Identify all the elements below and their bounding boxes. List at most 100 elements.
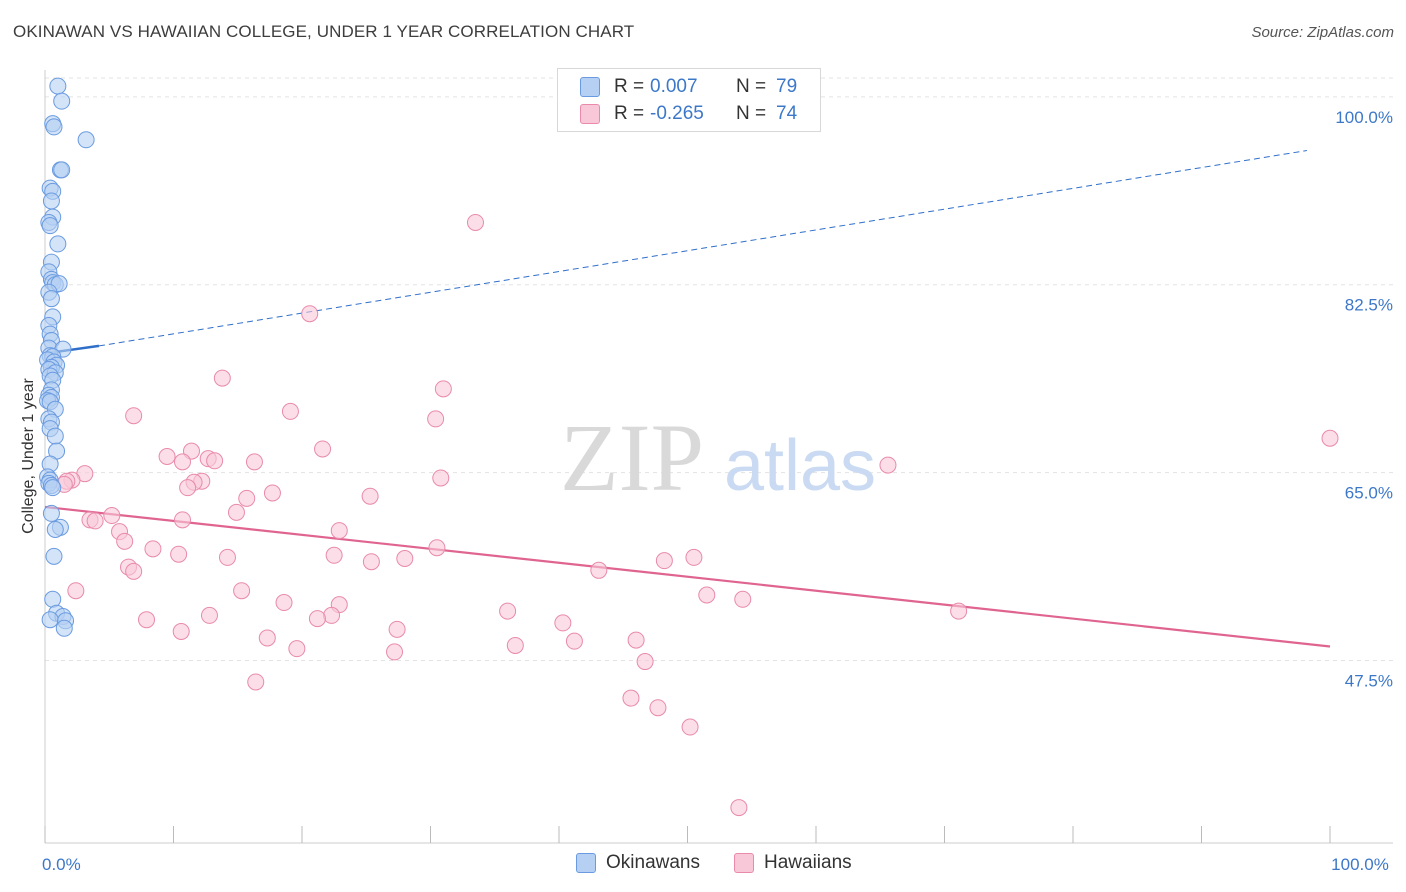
correlation-legend: R = 0.007 N = 79 R = -0.265 N = 74 [557,68,821,132]
okinawans-point [45,118,63,136]
hawaiians-point [247,673,265,691]
hawaiians-point [627,631,645,649]
hawaiians-point [330,522,348,540]
hawaiians-point [950,602,968,620]
okinawans-point [46,427,64,445]
hawaiians-point [554,614,572,632]
trend-lines [44,150,1331,648]
okinawans-point [44,590,62,608]
grid-lines [45,77,1393,661]
legend-r-value: -0.265 [650,103,704,124]
hawaiians-point [649,699,667,717]
y-axis-label: College, Under 1 year [20,378,37,534]
legend-n-label: N = [736,76,767,97]
okinawans-point [53,161,71,179]
chart-title: OKINAWAN VS HAWAIIAN COLLEGE, UNDER 1 YE… [13,22,635,41]
hawaiians-point [281,402,299,420]
hawaiians-trend-line [44,505,1331,648]
hawaiians-point [362,553,380,571]
legend-r-value: 0.007 [650,76,698,97]
okinawans-point [44,479,62,497]
hawaiians-point [325,546,343,564]
series-legend: Okinawans Hawaiians [576,852,886,874]
hawaiians-point [233,582,251,600]
legend-row-okinawans: R = 0.007 N = 79 [580,75,797,99]
hawaiians-point [428,539,446,557]
legend-item-hawaiians[interactable]: Hawaiians [734,852,852,874]
hawaiians-point [67,582,85,600]
hawaiians-point [565,632,583,650]
legend-r-label: R = [614,103,645,124]
hawaiians-point [179,479,197,497]
y-tick-label: 65.0% [1345,484,1393,503]
legend-n-value: 79 [776,76,798,97]
hawaiians-point [879,456,897,474]
hawaiians-point [86,512,104,530]
legend-swatch-blue [580,77,600,97]
legend-item-okinawans[interactable]: Okinawans [576,852,700,874]
hawaiians-point [206,452,224,470]
hawaiians-point [434,380,452,398]
legend-row-hawaiians: R = -0.265 N = 74 [580,102,797,126]
watermark: ZIP atlas [560,404,876,511]
hawaiians-point [218,548,236,566]
okinawans-point [53,92,71,110]
y-tick-label: 47.5% [1345,671,1393,690]
hawaiians-point [685,548,703,566]
hawaiians-point [308,610,326,628]
okinawans-point [77,131,95,149]
hawaiians-point [734,590,752,608]
hawaiians-point [427,410,445,428]
hawaiians-point [323,606,341,624]
okinawans-point [45,547,63,565]
okinawans-label: Okinawans [606,852,700,873]
hawaiians-point [361,487,379,505]
hawaiians-point [125,407,143,425]
y-tick-label: 100.0% [1335,108,1393,127]
hawaiians-point [200,606,218,624]
okinawans-swatch [576,853,596,873]
hawaiians-point [125,562,143,580]
hawaiians-point [499,602,517,620]
legend-n-label: N = [736,103,767,124]
hawaiians-point [730,799,748,817]
hawaiians-point [173,453,191,471]
hawaiians-point [698,586,716,604]
hawaiians-point [681,718,699,736]
y-tick-label: 82.5% [1345,296,1393,315]
hawaiians-point [590,561,608,579]
okinawans-point [42,290,60,308]
hawaiians-point [144,540,162,558]
hawaiians-point [288,640,306,658]
okinawans-point [49,77,67,95]
hawaiians-point [396,549,414,567]
hawaiians-point [301,305,319,323]
hawaiians-point [103,507,121,525]
hawaiians-point [258,629,276,647]
okinawans-trend-extension [98,150,1307,347]
hawaiians-point [432,469,450,487]
hawaiians-point [138,611,156,629]
hawaiians-point [386,643,404,661]
hawaiians-point [263,484,281,502]
okinawans-point [41,611,59,629]
okinawans-point [46,521,64,539]
hawaiians-point [314,440,332,458]
data-points [39,77,1339,817]
hawaiians-point [636,653,654,671]
hawaiians-point [245,453,263,471]
okinawans-point [41,217,59,235]
okinawans-point [55,619,73,637]
tick-labels: 100.0% 82.5% 65.0% 47.5% 0.0% 100.0% [42,108,1393,874]
hawaiians-point [655,552,673,570]
hawaiians-point [466,213,484,231]
hawaiians-point [1321,429,1339,447]
source-credit: Source: ZipAtlas.com [1251,24,1394,41]
hawaiians-point [622,689,640,707]
legend-r-label: R = [614,76,645,97]
axes [44,70,1393,844]
x-tick-label: 0.0% [42,855,81,874]
watermark-zip: ZIP [560,404,704,511]
hawaiians-point [116,532,134,550]
legend-n-value: 74 [776,103,798,124]
